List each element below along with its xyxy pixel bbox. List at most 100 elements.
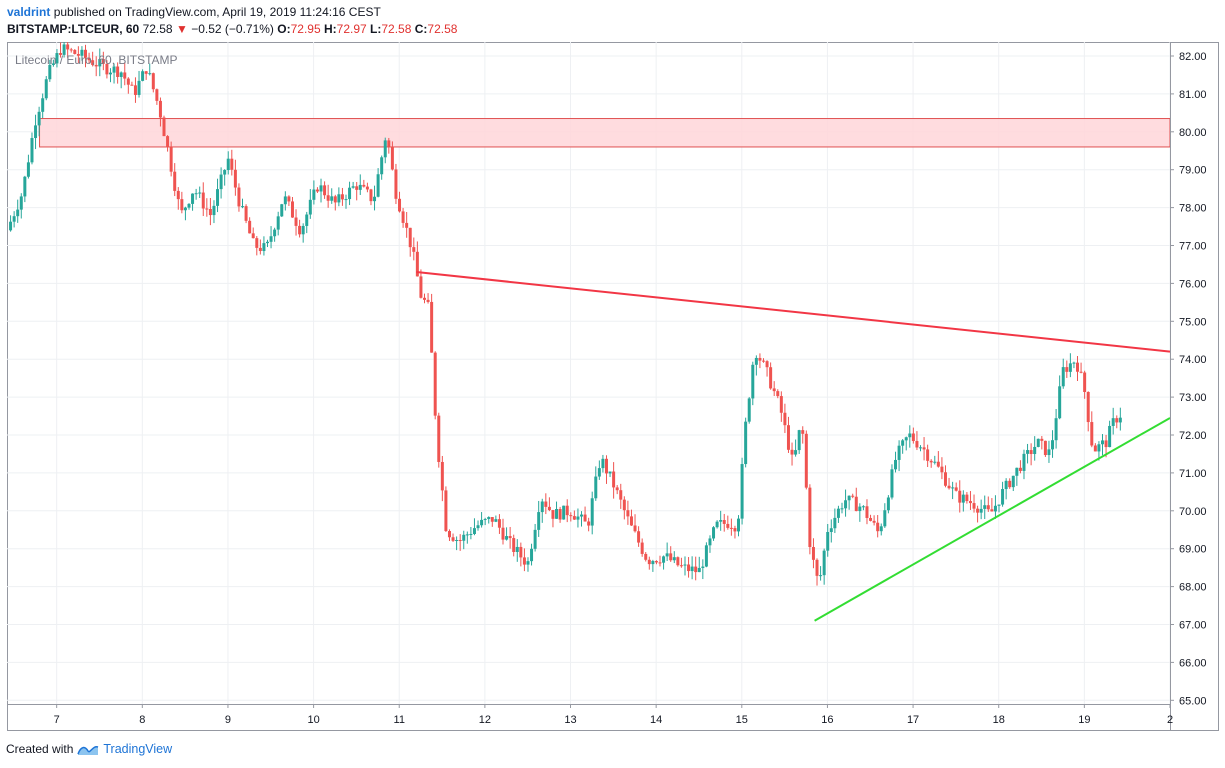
candle-body (69, 49, 73, 51)
down-arrow-icon: ▼ (175, 22, 188, 36)
candle-body (173, 171, 177, 191)
candle-body (1022, 453, 1026, 471)
resistance-zone-rect[interactable] (39, 118, 1171, 148)
time-tick-label: 8 (139, 714, 145, 726)
candle-body (626, 510, 630, 517)
candle-body (919, 447, 923, 449)
candle-body (1097, 444, 1101, 452)
candle-body (101, 59, 105, 64)
price-axis[interactable]: 82.00 81.00 80.00 79.00 78.00 77.00 76.00 75.00… (1170, 51, 1207, 707)
time-tick-label: 17 (907, 714, 919, 726)
tradingview-link[interactable]: TradingView (103, 742, 173, 756)
candle-body (337, 194, 341, 203)
candle-series[interactable] (9, 42, 1122, 586)
candle-body (158, 100, 162, 118)
tradingview-logo-icon (77, 745, 99, 755)
candle-body (283, 196, 287, 205)
candle-body (191, 193, 195, 204)
time-tick-label: 9 (225, 714, 231, 726)
candle-body (968, 501, 972, 504)
candle-body (1054, 418, 1058, 441)
price-tick-label: 77.00 (1179, 241, 1207, 253)
low-label: L: (370, 22, 382, 36)
resistance-zone[interactable] (39, 118, 1171, 148)
candle-body (383, 140, 387, 158)
candle-body (644, 553, 648, 560)
candle-body (1079, 371, 1083, 373)
candle-body (91, 60, 95, 65)
candle-body (1029, 450, 1033, 455)
author-link[interactable]: valdrint (7, 5, 51, 19)
price-tick-label: 72.00 (1179, 430, 1207, 442)
candle-body (844, 500, 848, 509)
candle-body (583, 514, 587, 522)
candle-body (951, 487, 955, 489)
candle-body (226, 158, 230, 171)
price-tick-label: 69.00 (1179, 544, 1207, 556)
change-value: −0.52 (−0.71%) (191, 22, 274, 36)
trend-lines[interactable] (416, 271, 1171, 622)
candle-body (754, 357, 758, 365)
candle-body (472, 528, 476, 535)
candle-body (373, 196, 377, 202)
candle-body (801, 430, 805, 434)
candle-body (1033, 446, 1037, 455)
candle-body (958, 490, 962, 503)
candle-body (851, 495, 855, 497)
candle-body (358, 184, 362, 190)
candle-body (133, 85, 137, 95)
candle-body (943, 472, 947, 486)
close-value: 72.58 (427, 22, 458, 36)
candle-body (858, 506, 862, 512)
candle-body (872, 520, 876, 523)
candle-body (908, 433, 912, 438)
candle-body (744, 421, 748, 465)
candle-body (44, 79, 48, 99)
candle-body (237, 187, 241, 207)
candle-body (940, 466, 944, 473)
candle-body (319, 185, 323, 192)
candle-body (387, 140, 391, 147)
candle-body (248, 220, 252, 234)
candle-body (376, 174, 380, 197)
time-tick-label: 16 (821, 714, 833, 726)
candle-body (751, 364, 755, 399)
candle-body (555, 509, 559, 519)
candle-body (198, 192, 202, 194)
candle-body (233, 169, 237, 188)
price-tick-label: 79.00 (1179, 165, 1207, 177)
candle-body (597, 468, 601, 477)
candle-body (883, 510, 887, 527)
candle-body (826, 532, 830, 551)
candle-body (412, 247, 416, 252)
candle-body (241, 206, 245, 208)
candle-body (176, 190, 180, 200)
candle-body (551, 510, 555, 519)
candle-body (772, 388, 776, 392)
candle-body (544, 501, 548, 507)
candle-body (330, 196, 334, 201)
candle-body (19, 196, 23, 210)
candle-body (983, 505, 987, 509)
open-label: O: (277, 22, 291, 36)
time-axis[interactable]: 7 8 9 10 11 12 13 14 15 16 17 18 19 2 (54, 704, 1173, 726)
candle-body (836, 508, 840, 518)
price-tick-label: 73.00 (1179, 392, 1207, 404)
candle-body (654, 561, 658, 563)
candle-body (469, 534, 473, 536)
candle-body (933, 461, 937, 463)
close-label: C: (414, 22, 428, 36)
resistance-trend-line[interactable] (416, 271, 1171, 353)
candle-body (1093, 445, 1097, 452)
candle-body (629, 516, 633, 526)
candle-body (708, 538, 712, 546)
candle-body (747, 398, 751, 422)
candle-body (679, 565, 683, 567)
support-trend-line[interactable] (814, 417, 1171, 622)
candle-body (415, 251, 419, 277)
candle-body (419, 276, 423, 298)
price-tick-label: 67.00 (1179, 620, 1207, 632)
candle-body (726, 523, 730, 528)
price-chart[interactable]: 82.00 81.00 80.00 79.00 78.00 77.00 76.00 75.00… (7, 42, 1219, 732)
candle-body (537, 512, 541, 530)
